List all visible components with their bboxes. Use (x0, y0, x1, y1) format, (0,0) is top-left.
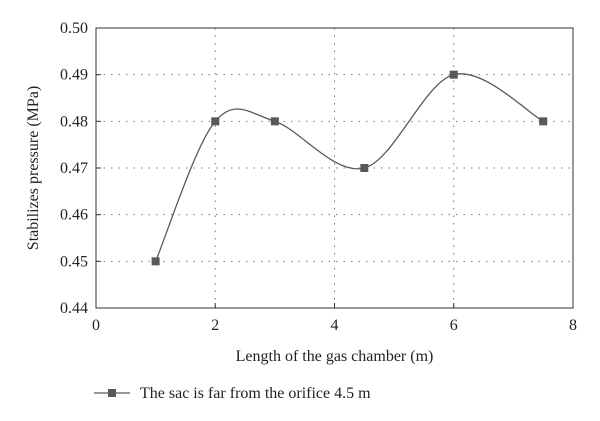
y-tick-label: 0.46 (60, 207, 88, 224)
y-tick-label: 0.49 (60, 67, 88, 84)
data-point-marker (360, 164, 369, 172)
legend: The sac is far from the orifice 4.5 m (94, 385, 371, 402)
axis-ticks (95, 27, 574, 309)
legend-marker-square (108, 389, 116, 397)
y-tick-label: 0.48 (60, 113, 88, 130)
x-tick-label: 6 (450, 317, 458, 334)
x-tick-label: 8 (569, 317, 577, 334)
y-tick-label: 0.45 (60, 253, 88, 270)
data-point-marker (539, 117, 548, 126)
y-tick-label: 0.50 (60, 20, 88, 37)
x-tick-label: 4 (331, 317, 339, 334)
data-point-marker (151, 257, 160, 266)
grid (96, 27, 574, 308)
series-markers (151, 70, 548, 266)
y-tick-label: 0.47 (60, 160, 88, 177)
data-point-marker (211, 117, 220, 126)
y-axis-title: Stabilizes pressure (MPa) (25, 86, 42, 250)
data-point-marker (270, 117, 279, 126)
y-axis-tick-labels: 0.44 0.45 0.46 0.47 0.48 0.49 0.50 (60, 20, 88, 317)
x-tick-label: 2 (211, 317, 219, 334)
data-point-marker (449, 70, 458, 79)
y-tick-label: 0.44 (60, 300, 88, 317)
x-axis-title: Length of the gas chamber (m) (236, 348, 434, 365)
series-line (155, 73, 544, 262)
x-tick-label: 0 (92, 317, 100, 334)
legend-label: The sac is far from the orifice 4.5 m (140, 385, 371, 402)
x-axis-tick-labels: 0 2 4 6 8 (92, 317, 577, 334)
